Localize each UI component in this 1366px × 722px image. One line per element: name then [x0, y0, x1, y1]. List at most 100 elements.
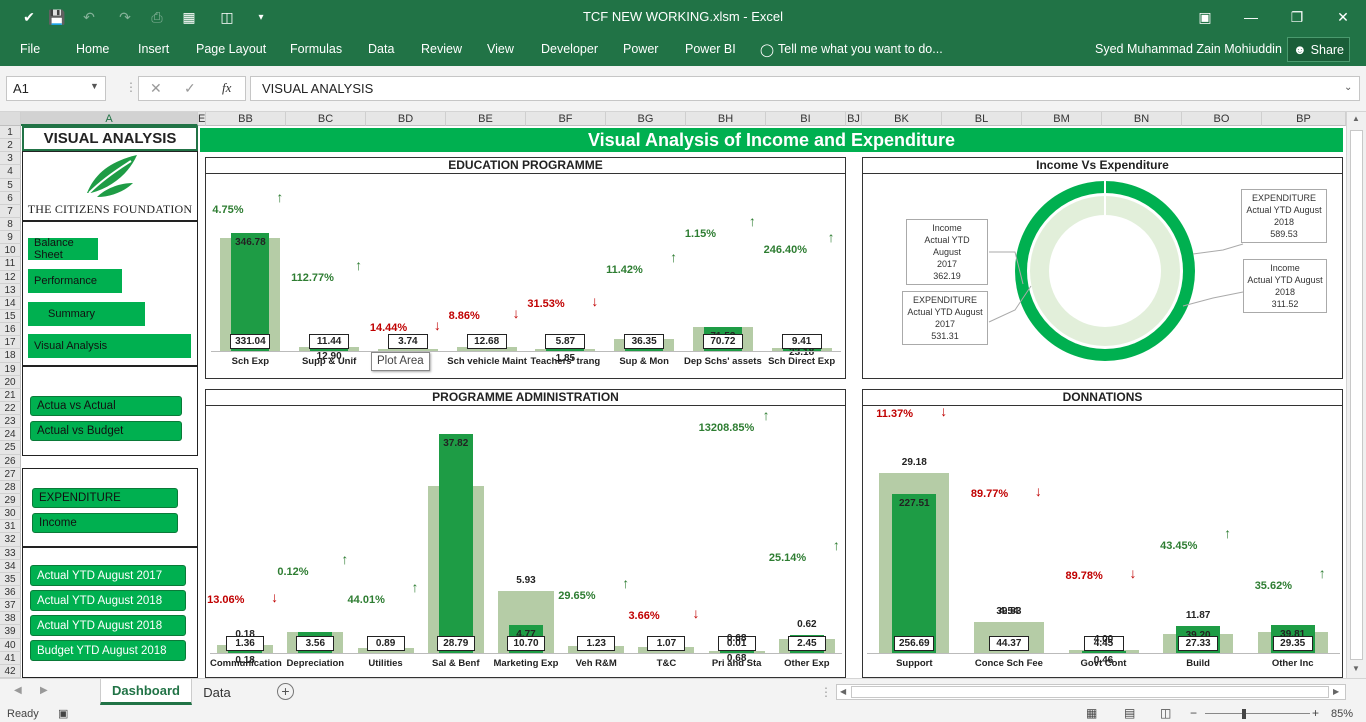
column-header-BP[interactable]: BP [1262, 112, 1346, 126]
row-header[interactable]: 22 [0, 402, 21, 416]
column-header-BM[interactable]: BM [1022, 112, 1102, 126]
scroll-up-icon[interactable]: ▲ [1352, 114, 1360, 123]
row-header[interactable]: 39 [0, 625, 21, 639]
tell-me-search[interactable]: Tell me what you want to do... [778, 42, 943, 56]
row-header[interactable]: 21 [0, 388, 21, 402]
minimize-button[interactable]: — [1244, 9, 1258, 25]
column-header-BJ[interactable]: BJ [846, 112, 862, 126]
zoom-level[interactable]: 85% [1331, 708, 1354, 720]
row-header[interactable]: 26 [0, 454, 21, 468]
row-header[interactable]: 35 [0, 572, 21, 586]
nav-actual-ytd-aug-2018-b[interactable]: Actual YTD August 2018 [30, 615, 186, 636]
new-sheet-icon[interactable]: + [277, 683, 294, 700]
tab-power[interactable]: Power [623, 42, 659, 56]
name-box[interactable]: A1 [6, 76, 106, 101]
nav-performance[interactable]: Performance [28, 269, 122, 293]
column-header-E[interactable]: E [198, 112, 206, 126]
zoom-slider[interactable] [1205, 713, 1310, 714]
customize-qat-icon[interactable]: ▾ [258, 11, 264, 23]
zoom-out-icon[interactable]: − [1190, 706, 1198, 720]
tab-power-bi[interactable]: Power BI [685, 42, 736, 56]
bar-dark[interactable] [892, 493, 937, 653]
sheet-tab-data[interactable]: Data [203, 684, 231, 700]
nav-actual-vs-budget[interactable]: Actual vs Budget [30, 421, 182, 441]
row-header[interactable]: 33 [0, 546, 21, 560]
column-header-BN[interactable]: BN [1102, 112, 1182, 126]
row-header[interactable]: 41 [0, 651, 21, 665]
row-header[interactable]: 28 [0, 480, 21, 494]
education-programme-panel[interactable]: EDUCATION PROGRAMME 346.78 331.04 Sch Exp 4… [205, 157, 846, 379]
normal-view-icon[interactable]: ▦ [1086, 706, 1098, 720]
user-name[interactable]: Syed Muhammad Zain Mohiuddin [1095, 42, 1282, 56]
row-header[interactable]: 29 [0, 494, 21, 508]
page-layout-view-icon[interactable]: ▤ [1124, 706, 1136, 720]
tab-splitter-icon[interactable]: ⋮ [820, 685, 832, 699]
row-header[interactable]: 25 [0, 441, 21, 455]
scroll-left-icon[interactable]: ◀ [840, 687, 847, 696]
row-header[interactable]: 6 [0, 191, 21, 205]
bar-dark[interactable] [438, 433, 473, 653]
nav-visual-analysis[interactable]: Visual Analysis [28, 334, 191, 358]
redo-icon[interactable]: ↷ [119, 8, 131, 25]
row-header[interactable]: 27 [0, 467, 21, 481]
row-header[interactable]: 20 [0, 375, 21, 389]
close-button[interactable]: ✕ [1337, 8, 1349, 25]
row-header[interactable]: 16 [0, 323, 21, 337]
horizontal-scroll-thumb[interactable] [851, 686, 1329, 698]
column-header-BI[interactable]: BI [766, 112, 846, 126]
nav-balance-sheet[interactable]: Balance Sheet [28, 237, 98, 261]
nav-actual-ytd-aug-2018[interactable]: Actual YTD August 2018 [30, 590, 186, 611]
row-header[interactable]: 1 [0, 126, 21, 140]
vertical-scrollbar[interactable]: ▲ ▼ [1346, 112, 1366, 678]
column-header-BH[interactable]: BH [686, 112, 766, 126]
bar-dark[interactable] [719, 649, 754, 653]
row-header[interactable]: 23 [0, 415, 21, 429]
doughnut-chart[interactable] [863, 174, 1342, 378]
row-header[interactable]: 3 [0, 152, 21, 166]
bar-dark[interactable] [228, 651, 263, 653]
tab-developer[interactable]: Developer [541, 42, 598, 56]
share-button[interactable]: ☻ Share [1287, 37, 1350, 62]
tab-insert[interactable]: Insert [138, 42, 170, 56]
tab-view[interactable]: View [487, 42, 514, 56]
tab-file[interactable]: File [20, 42, 41, 56]
save-icon[interactable]: 💾 [48, 8, 66, 25]
select-all-corner[interactable] [0, 112, 21, 126]
row-header[interactable]: 31 [0, 520, 21, 534]
bar-light[interactable] [377, 349, 438, 351]
row-header[interactable]: 18 [0, 349, 21, 363]
column-header-BO[interactable]: BO [1182, 112, 1262, 126]
row-header[interactable]: 13 [0, 283, 21, 297]
row-header[interactable]: 4 [0, 165, 21, 179]
zoom-slider-thumb[interactable] [1242, 709, 1246, 719]
insert-function-icon[interactable]: fx [222, 80, 232, 95]
column-header-BE[interactable]: BE [446, 112, 526, 126]
zoom-in-icon[interactable]: + [1312, 706, 1320, 720]
row-header[interactable]: 40 [0, 638, 21, 652]
nav-actual-vs-actual[interactable]: Actua vs Actual [30, 396, 182, 416]
column-header-A[interactable]: A [21, 112, 198, 126]
income-vs-expenditure-panel[interactable]: Income Vs Expenditure Income Actual YTD … [862, 157, 1343, 379]
scroll-right-icon[interactable]: ▶ [1333, 687, 1340, 696]
row-header[interactable]: 38 [0, 612, 21, 626]
nav-budget-ytd-aug-2018[interactable]: Budget YTD August 2018 [30, 640, 186, 661]
page-break-view-icon[interactable]: ◫ [1160, 706, 1172, 720]
scroll-down-icon[interactable]: ▼ [1352, 664, 1360, 673]
row-header[interactable]: 32 [0, 533, 21, 547]
nav-actual-ytd-aug-2017[interactable]: Actual YTD August 2017 [30, 565, 186, 586]
row-header[interactable]: 37 [0, 599, 21, 613]
column-header-BD[interactable]: BD [366, 112, 446, 126]
tab-home[interactable]: Home [76, 42, 110, 56]
formula-input[interactable]: VISUAL ANALYSIS [250, 76, 1360, 101]
next-sheet-icon[interactable]: ▶ [40, 685, 48, 696]
row-header[interactable]: 42 [0, 664, 21, 678]
row-header[interactable]: 12 [0, 270, 21, 284]
column-header-BK[interactable]: BK [862, 112, 942, 126]
options-dots-icon[interactable]: ⋮ [125, 80, 137, 94]
row-header[interactable]: 9 [0, 231, 21, 245]
row-header[interactable]: 11 [0, 257, 21, 271]
tab-data[interactable]: Data [368, 42, 395, 56]
enter-icon[interactable]: ✓ [184, 80, 196, 96]
row-header[interactable]: 15 [0, 310, 21, 324]
prev-sheet-icon[interactable]: ◀ [14, 685, 22, 696]
